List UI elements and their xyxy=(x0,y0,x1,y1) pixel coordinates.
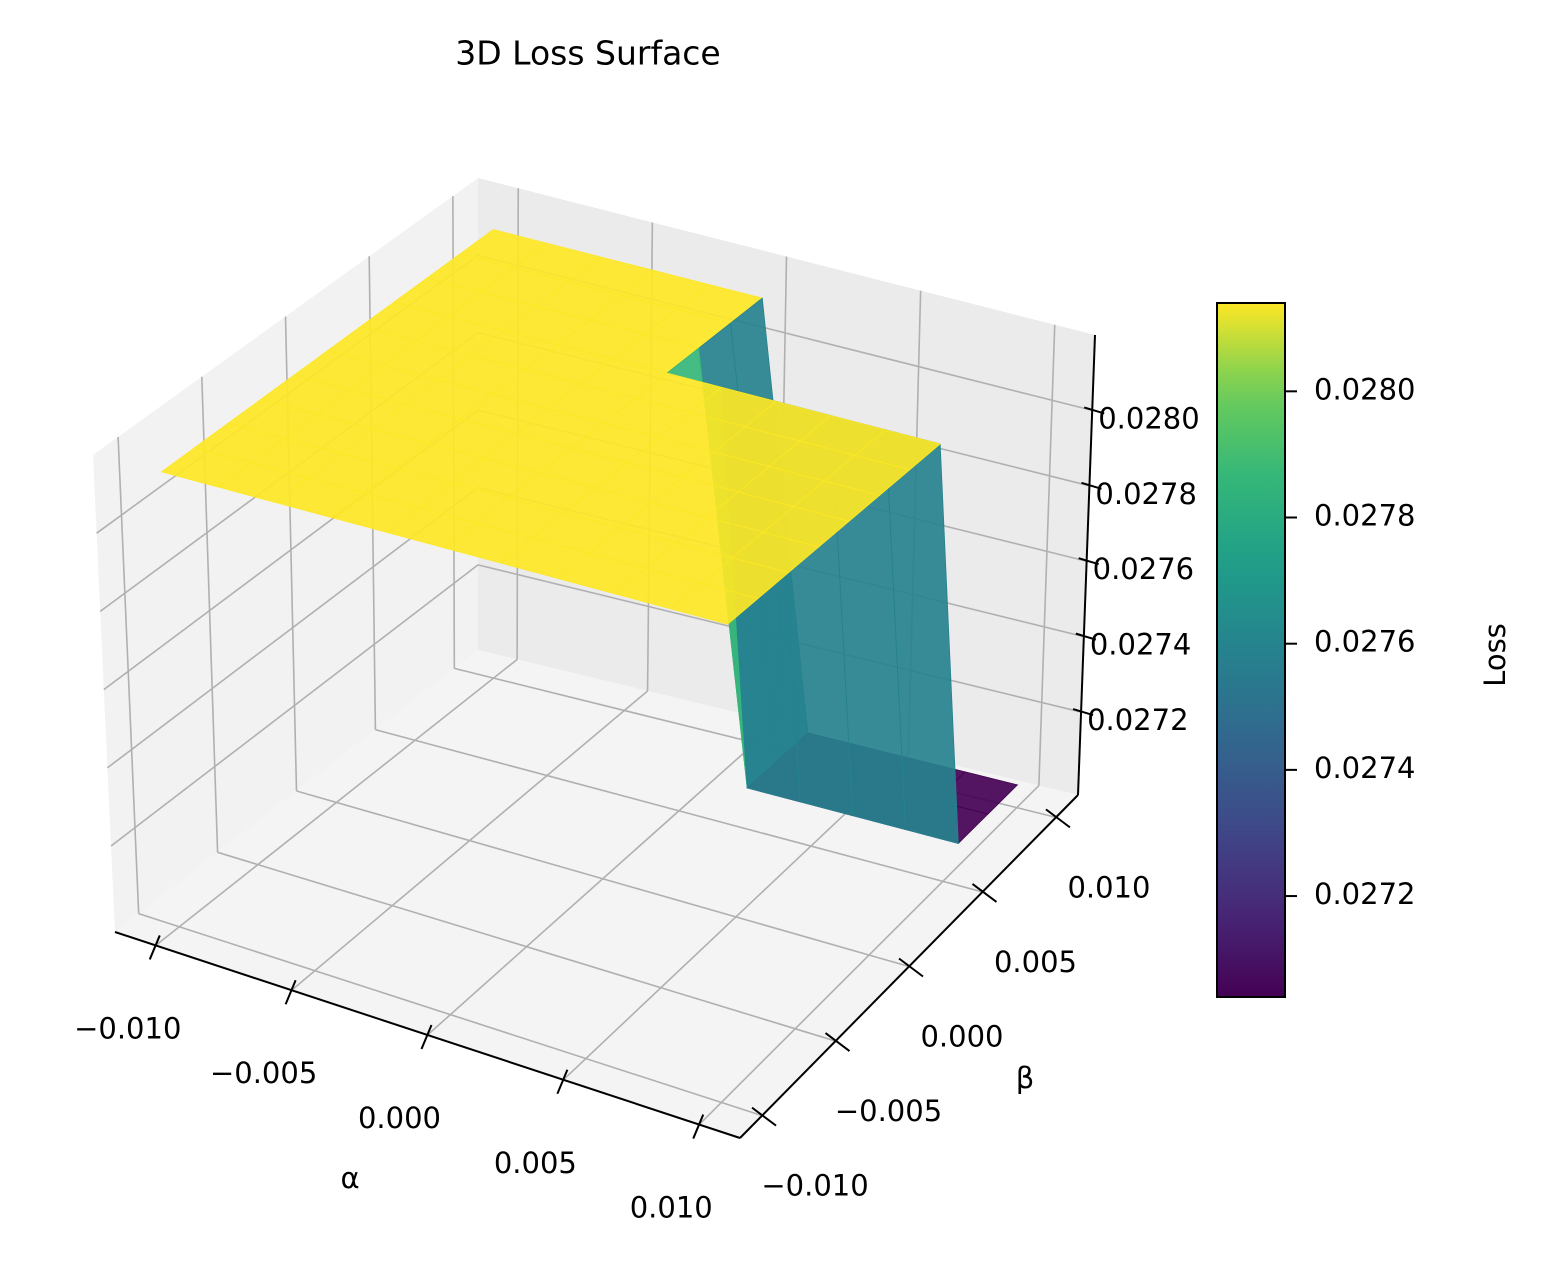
y-tick-label: 0.000 xyxy=(920,1020,1003,1054)
z-tick-label: 0.0278 xyxy=(1095,477,1196,511)
colorbar: Loss 0.0272 0.0274 0.0276 0.0278 0.0280 xyxy=(1212,290,1512,1010)
colorbar-tick-label: 0.0276 xyxy=(1314,625,1415,659)
tick-mark xyxy=(1072,708,1094,717)
colorbar-tick-label: 0.0274 xyxy=(1314,751,1415,785)
tick-mark xyxy=(1081,481,1102,490)
z-tick-label: 0.0272 xyxy=(1087,703,1188,737)
z-tick-label: 0.0274 xyxy=(1090,628,1191,662)
x-tick-label: −0.005 xyxy=(210,1056,317,1090)
y-axis-label: β xyxy=(1016,1061,1035,1095)
x-tick-label: 0.010 xyxy=(630,1191,713,1225)
y-tick-label: 0.005 xyxy=(994,945,1077,979)
y-tick-label: −0.005 xyxy=(835,1094,942,1128)
surface-face xyxy=(670,582,759,625)
colorbar-label: Loss xyxy=(1478,623,1512,687)
x-tick-label: −0.010 xyxy=(74,1011,181,1045)
tick-mark xyxy=(420,1024,433,1050)
colorbar-tick-label: 0.0278 xyxy=(1314,499,1415,533)
tick-mark xyxy=(284,979,297,1005)
grid-line xyxy=(1038,324,1056,786)
tick-mark xyxy=(971,883,998,903)
grid-line xyxy=(110,564,479,847)
grid-line xyxy=(375,728,983,893)
x-tick-label: 0.000 xyxy=(358,1101,441,1135)
colorbar-tick-label: 0.0272 xyxy=(1314,877,1415,911)
colorbar-scale xyxy=(1216,302,1286,998)
tick-mark xyxy=(692,1114,705,1139)
tick-mark xyxy=(556,1069,569,1095)
tick-mark xyxy=(148,935,161,960)
z-axis-line xyxy=(1077,334,1096,796)
x-tick-label: 0.005 xyxy=(494,1146,577,1180)
grid-line xyxy=(217,851,836,1042)
grid-line xyxy=(117,436,140,914)
tick-mark xyxy=(898,957,924,978)
colorbar-tick-label: 0.0280 xyxy=(1314,372,1415,406)
y-tick-label: 0.010 xyxy=(1067,870,1150,904)
tick-mark xyxy=(751,1106,777,1127)
grid-line xyxy=(296,790,910,968)
tick-mark xyxy=(824,1032,851,1052)
tick-mark xyxy=(1045,808,1071,829)
tick-mark xyxy=(1078,557,1099,566)
chart-title: 3D Loss Surface xyxy=(455,34,720,73)
z-tick-label: 0.0280 xyxy=(1098,401,1199,435)
plot-area: −0.010 −0.005 0.000 0.005 0.010 −0.010 −0.005 0… xyxy=(74,178,1200,1225)
x-axis-label: α xyxy=(340,1161,359,1195)
tick-mark xyxy=(1083,406,1105,415)
grid-line xyxy=(138,912,763,1117)
z-tick-label: 0.0276 xyxy=(1093,552,1194,586)
y-tick-label: −0.010 xyxy=(761,1169,868,1203)
tick-mark xyxy=(1075,632,1097,641)
